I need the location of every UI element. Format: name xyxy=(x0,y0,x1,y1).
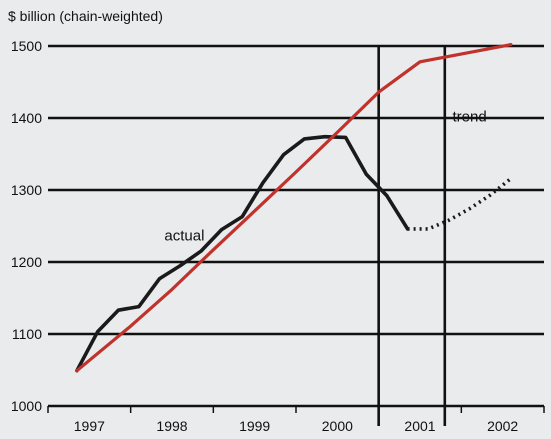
x-tick-label: 2002 xyxy=(487,418,518,434)
grid-lines xyxy=(47,44,545,413)
annotation-actual: actual xyxy=(164,227,204,244)
x-tick-label: 2001 xyxy=(404,418,435,434)
x-tick-label: 1997 xyxy=(74,418,105,434)
annotations: actual trend xyxy=(164,109,486,245)
x-tick-label: 1998 xyxy=(156,418,187,434)
series-lines xyxy=(75,42,513,373)
x-tick-label: 2000 xyxy=(322,418,353,434)
y-axis-title: $ billion (chain-weighted) xyxy=(8,8,163,24)
y-tick-label: 1200 xyxy=(11,254,42,270)
y-tick-label: 1300 xyxy=(11,182,42,198)
series-line-actual xyxy=(75,134,410,373)
y-tick-label: 1400 xyxy=(11,110,42,126)
y-tick-labels: 1000 1100 1200 1300 1400 1500 xyxy=(11,38,42,414)
x-tick-label: 1999 xyxy=(239,418,270,434)
vertical-markers xyxy=(377,46,447,426)
series-line-trend xyxy=(75,42,513,373)
series-line-forecast-1 xyxy=(407,177,513,231)
y-tick-label: 1000 xyxy=(11,398,42,414)
y-tick-label: 1100 xyxy=(12,326,42,342)
y-tick-label: 1500 xyxy=(11,38,42,54)
annotation-trend: trend xyxy=(452,109,486,126)
x-tick-labels: 1997 1998 1999 2000 2001 2002 xyxy=(74,418,519,434)
